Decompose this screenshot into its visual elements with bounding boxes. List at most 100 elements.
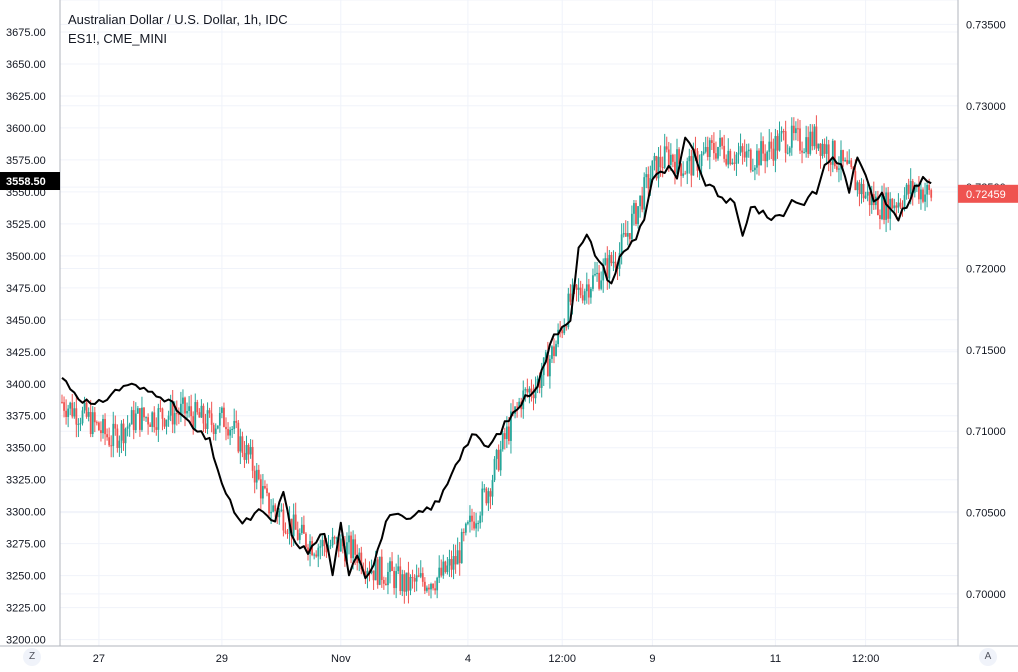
candle-body <box>227 429 229 436</box>
candle-body <box>651 160 654 179</box>
x-tick-label: Nov <box>331 653 351 665</box>
candle-body <box>487 491 490 504</box>
candle-body <box>715 153 717 159</box>
candle-body <box>819 143 822 156</box>
candle-body <box>200 405 203 418</box>
candle-body <box>534 387 537 399</box>
left-tick-label: 3675.00 <box>6 27 46 39</box>
candle-body <box>249 446 252 455</box>
left-tick-label: 3300.00 <box>6 507 46 519</box>
candle-body <box>237 422 240 452</box>
candle-body <box>778 133 781 151</box>
candle-body <box>262 486 264 499</box>
candle-body <box>71 402 74 417</box>
candle-body <box>167 415 170 420</box>
candle-body <box>924 194 926 202</box>
candle-body <box>282 509 285 531</box>
candle-body <box>475 523 477 529</box>
candle-body <box>538 378 541 388</box>
candle-body <box>860 183 863 195</box>
left-tick-label: 3425.00 <box>6 347 46 359</box>
candle-body <box>641 195 644 210</box>
candle-body <box>614 261 617 268</box>
candle-body <box>100 430 102 434</box>
candle-body <box>682 173 685 176</box>
candle-body <box>598 272 600 289</box>
x-tick-label: 11 <box>770 653 781 665</box>
candle-body <box>821 143 824 156</box>
candle-body <box>173 413 176 425</box>
candle-body <box>63 402 65 411</box>
candle-body <box>713 143 715 154</box>
candle-body <box>743 151 746 158</box>
candle-body <box>389 561 391 572</box>
candle-body <box>280 509 283 511</box>
candle-body <box>489 491 492 497</box>
candle-body <box>606 258 609 279</box>
candle-body <box>313 554 316 556</box>
candle-body <box>909 181 912 194</box>
candle-body <box>358 552 361 563</box>
candle-body <box>809 131 812 154</box>
candle-body <box>579 287 582 296</box>
candle-body <box>229 429 231 436</box>
candle-body <box>477 523 480 525</box>
candle-body <box>907 184 910 194</box>
candle-body <box>380 556 383 580</box>
candle-body <box>132 410 135 431</box>
candle-body <box>770 141 773 149</box>
candle-body <box>762 141 764 154</box>
candle-body <box>643 177 646 210</box>
left-tick-label: 3600.00 <box>6 123 46 135</box>
candle-body <box>848 160 851 164</box>
candle-body <box>918 184 920 200</box>
candle-body <box>626 233 629 237</box>
candle-body <box>569 293 572 302</box>
candle-body <box>885 192 887 220</box>
candle-body <box>893 205 896 209</box>
left-tick-label: 3575.00 <box>6 155 46 167</box>
candle-body <box>567 293 570 328</box>
candle-body <box>747 149 750 152</box>
candle-body <box>467 522 469 524</box>
candle-body <box>300 524 303 534</box>
candle-body <box>126 426 129 429</box>
candle-body <box>549 358 551 377</box>
candle-body <box>350 535 352 559</box>
candle-body <box>395 571 398 589</box>
candle-body <box>153 412 156 428</box>
candle-body <box>587 284 590 298</box>
candle-body <box>471 515 473 522</box>
candle-body <box>387 571 389 586</box>
candle-body <box>575 284 578 290</box>
auto-scale-right-button[interactable]: A <box>979 648 997 666</box>
candle-body <box>116 428 119 448</box>
candle-body <box>409 576 412 591</box>
candle-body <box>321 540 324 547</box>
candle-body <box>846 159 849 164</box>
candle-body <box>130 410 133 425</box>
candle-body <box>165 419 168 427</box>
candle-body <box>83 402 86 411</box>
right-tick-label: 0.71000 <box>966 426 1006 438</box>
candle-body <box>290 518 293 537</box>
candle-body <box>854 171 857 191</box>
candle-body <box>206 410 209 430</box>
candle-body <box>339 538 342 552</box>
candle-body <box>426 587 428 591</box>
candle-body <box>594 274 596 276</box>
candle-body <box>920 189 922 200</box>
candle-body <box>268 493 270 514</box>
candle-body <box>188 406 190 412</box>
candle-body <box>305 533 307 548</box>
candle-body <box>530 388 533 395</box>
candle-body <box>98 422 100 431</box>
candle-body <box>827 144 830 162</box>
candle-body <box>708 140 711 157</box>
candle-body <box>382 579 385 584</box>
candle-body <box>376 559 379 585</box>
auto-scale-left-button[interactable]: Z <box>23 648 41 666</box>
candle-body <box>346 542 348 562</box>
candle-body <box>436 577 439 591</box>
